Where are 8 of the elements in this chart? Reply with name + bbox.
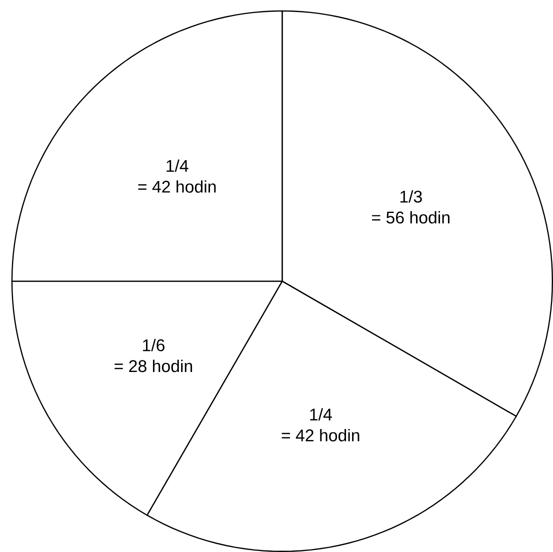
data-label: = 28 hodin [114,360,192,372]
slice-label: 1/6 [143,338,164,352]
data-label: = 42 hodin [138,180,216,193]
slice-label: 1/4 [166,159,188,172]
slice-label: 1/4 [310,408,332,421]
slice-label: 1/3 [400,190,422,203]
data-label: = 56 hodin [372,211,450,224]
data-label: = 42 hodin [282,428,360,442]
